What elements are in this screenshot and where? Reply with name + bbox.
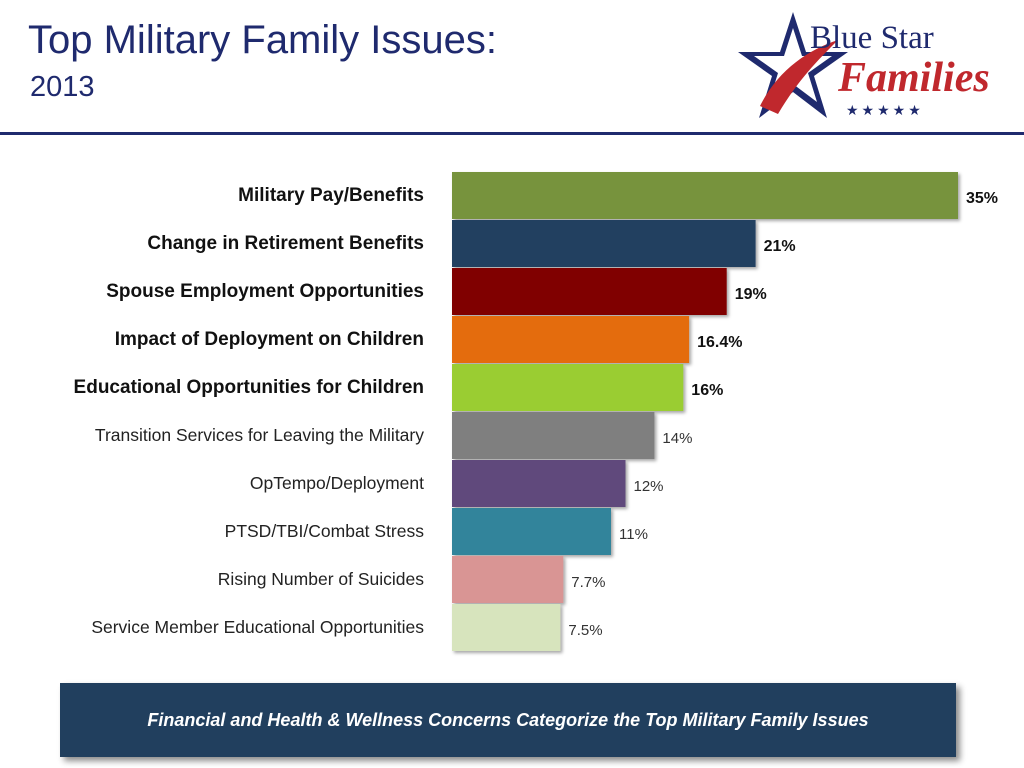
value-label-10: 7.5% bbox=[568, 622, 602, 639]
value-label-9: 7.7% bbox=[571, 574, 605, 591]
banner-text: Financial and Health & Wellness Concerns… bbox=[147, 709, 869, 730]
value-label-2: 21% bbox=[764, 238, 796, 255]
category-label-4: Impact of Deployment on Children bbox=[115, 329, 424, 350]
logo-text-blue-star: Blue Star bbox=[810, 20, 934, 56]
bar-4 bbox=[452, 316, 690, 363]
bars-layer bbox=[452, 172, 958, 651]
value-label-6: 14% bbox=[662, 430, 692, 447]
logo-text-families: Families bbox=[838, 55, 990, 101]
value-labels-layer: 35% 21% 19% 16.4% 16% 14% 12% 11% 7.7% 7.5% bbox=[568, 190, 998, 639]
bar-8 bbox=[452, 508, 611, 555]
bar-chart: Military Pay/Benefits Change in Retiremen… bbox=[74, 172, 998, 651]
bar-5 bbox=[452, 364, 684, 411]
bar-6 bbox=[452, 412, 655, 459]
page-subtitle: 2013 bbox=[30, 71, 95, 103]
category-label-3: Spouse Employment Opportunities bbox=[106, 281, 424, 302]
category-label-1: Military Pay/Benefits bbox=[238, 185, 424, 206]
star-logo-icon bbox=[738, 12, 848, 118]
value-label-5: 16% bbox=[691, 382, 723, 399]
bar-9 bbox=[452, 556, 564, 603]
bar-2 bbox=[452, 220, 756, 267]
value-label-7: 12% bbox=[634, 478, 664, 495]
category-label-5: Educational Opportunities for Children bbox=[74, 377, 424, 398]
page-title: Top Military Family Issues: bbox=[28, 18, 497, 62]
bar-1 bbox=[452, 172, 958, 219]
category-labels-layer: Military Pay/Benefits Change in Retiremen… bbox=[74, 185, 425, 637]
logo-stars: ★★★★★ bbox=[846, 102, 924, 118]
category-label-8: PTSD/TBI/Combat Stress bbox=[225, 521, 425, 541]
category-label-7: OpTempo/Deployment bbox=[250, 473, 424, 493]
value-label-8: 11% bbox=[619, 526, 648, 543]
value-label-4: 16.4% bbox=[697, 334, 742, 351]
bar-3 bbox=[452, 268, 727, 315]
bar-10 bbox=[452, 604, 561, 651]
bar-7 bbox=[452, 460, 626, 507]
value-label-1: 35% bbox=[966, 190, 998, 207]
category-label-6: Transition Services for Leaving the Mili… bbox=[95, 425, 424, 445]
title-divider bbox=[0, 132, 1024, 135]
summary-banner: Financial and Health & Wellness Concerns… bbox=[60, 683, 956, 757]
category-label-9: Rising Number of Suicides bbox=[218, 569, 424, 589]
blue-star-families-logo: Blue Star Families ★★★★★ bbox=[738, 10, 1018, 126]
value-label-3: 19% bbox=[735, 286, 767, 303]
category-label-2: Change in Retirement Benefits bbox=[147, 233, 424, 254]
category-label-10: Service Member Educational Opportunities bbox=[91, 617, 424, 637]
